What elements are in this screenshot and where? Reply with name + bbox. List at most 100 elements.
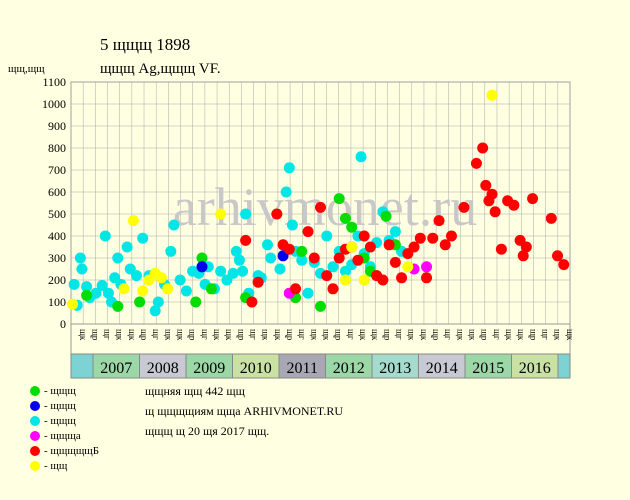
x-quarter-label: щк [455, 329, 465, 341]
x-quarter-label: щг [297, 329, 307, 340]
x-quarter-label: щк [212, 329, 222, 341]
legend-item: - щщщ [30, 385, 76, 397]
data-point [355, 151, 367, 163]
x-quarter-label: щк [78, 329, 88, 341]
x-quarter-label: щр [236, 329, 246, 341]
x-quarter-label: щр [90, 329, 100, 341]
note-line: щщняя щщ 442 щщ [145, 384, 245, 398]
data-point [149, 305, 161, 317]
x-year-label: 2009 [193, 360, 225, 377]
data-point [439, 239, 451, 251]
legend-dot [30, 401, 40, 412]
x-quarter-label: щк [565, 329, 575, 341]
data-point [321, 230, 333, 242]
data-point [315, 201, 326, 213]
x-year-label: 2011 [287, 360, 318, 377]
x-quarter-label: щк [553, 329, 563, 341]
legend-item: - щщ [30, 460, 67, 472]
x-quarter-label: щр [285, 329, 295, 341]
data-point [486, 188, 498, 200]
data-point [333, 252, 345, 264]
data-point [246, 296, 258, 308]
data-point [489, 206, 501, 218]
x-quarter-label: щр [431, 329, 441, 341]
x-quarter-label: щк [309, 329, 319, 341]
x-quarter-label: щр [334, 329, 344, 341]
x-quarter-label: щг [248, 329, 258, 340]
year-band [278, 353, 326, 379]
data-point [339, 274, 351, 286]
x-quarter-label: щр [139, 329, 149, 341]
data-point [240, 208, 252, 220]
data-point [252, 276, 264, 288]
note-line: щ щщщщиям щща ARHIVMONET.RU [145, 404, 343, 418]
x-quarter-label: щр [528, 329, 538, 341]
data-point [283, 162, 295, 174]
data-point [389, 226, 401, 238]
chart-title: 5 щщщ 1898 [100, 35, 190, 54]
data-point [520, 241, 532, 253]
x-quarter-label: щр [188, 329, 198, 341]
x-quarter-label: щк [419, 329, 429, 341]
y-tick-label: 1000 [42, 97, 66, 111]
data-point [137, 285, 149, 297]
x-year-label: 2016 [519, 360, 551, 377]
legend-dot [30, 431, 40, 442]
year-band-tail [557, 353, 571, 379]
y-axis-ticks: 0 100 200 300 400 500 600 700 800 900 1000 1100 [42, 75, 66, 331]
data-point [168, 219, 180, 231]
data-point [76, 263, 88, 275]
data-point [230, 245, 242, 257]
x-quarter-label: щг [395, 329, 405, 340]
y-tick-label: 800 [48, 141, 66, 155]
data-point [90, 287, 102, 299]
x-quarter-label: щг [346, 329, 356, 340]
legend-label: - щщщ [44, 415, 76, 427]
year-band [511, 353, 559, 379]
data-point [315, 300, 326, 312]
y-unit-label: щщ,щщ [8, 63, 45, 75]
data-point [321, 270, 333, 282]
x-quarter-label: щк [163, 329, 173, 341]
data-point [480, 179, 492, 191]
x-quarter-label: щг [541, 329, 551, 340]
data-points [67, 89, 570, 317]
data-point [233, 254, 245, 266]
data-point [402, 261, 414, 273]
legend-item: - щщща [30, 430, 81, 442]
data-point [67, 298, 79, 310]
data-point [545, 212, 557, 224]
data-point [196, 252, 208, 264]
x-year-label: 2012 [333, 360, 365, 377]
y-tick-label: 200 [48, 273, 66, 287]
x-year-label: 2013 [379, 360, 411, 377]
data-point [383, 239, 395, 251]
data-point [377, 274, 389, 286]
legend-label: - щщ [44, 460, 68, 472]
data-point [458, 201, 470, 213]
data-point [121, 241, 133, 253]
legend-dot [30, 386, 40, 397]
data-point [261, 239, 273, 251]
x-quarter-label: щк [504, 329, 514, 341]
data-point [445, 230, 457, 242]
legend-label: - щщщщщБ [44, 445, 100, 457]
data-point [155, 272, 167, 284]
data-point [237, 265, 249, 277]
x-quarter-label: щк [261, 329, 271, 341]
legend-dot [30, 416, 40, 427]
data-point [196, 261, 208, 273]
data-point [274, 263, 286, 275]
x-quarter-label: щк [175, 329, 185, 341]
data-point [283, 243, 295, 255]
data-point [240, 234, 252, 246]
data-point [364, 241, 376, 253]
data-point [508, 199, 520, 211]
x-quarter-label: щг [151, 329, 161, 340]
legend-label: - щщщ [44, 400, 76, 412]
data-point [118, 283, 130, 295]
chart-subtitle: щщщ Ag,щщщ VF. [100, 61, 221, 77]
data-point [527, 193, 539, 205]
data-point [358, 230, 370, 242]
data-point [296, 254, 308, 266]
